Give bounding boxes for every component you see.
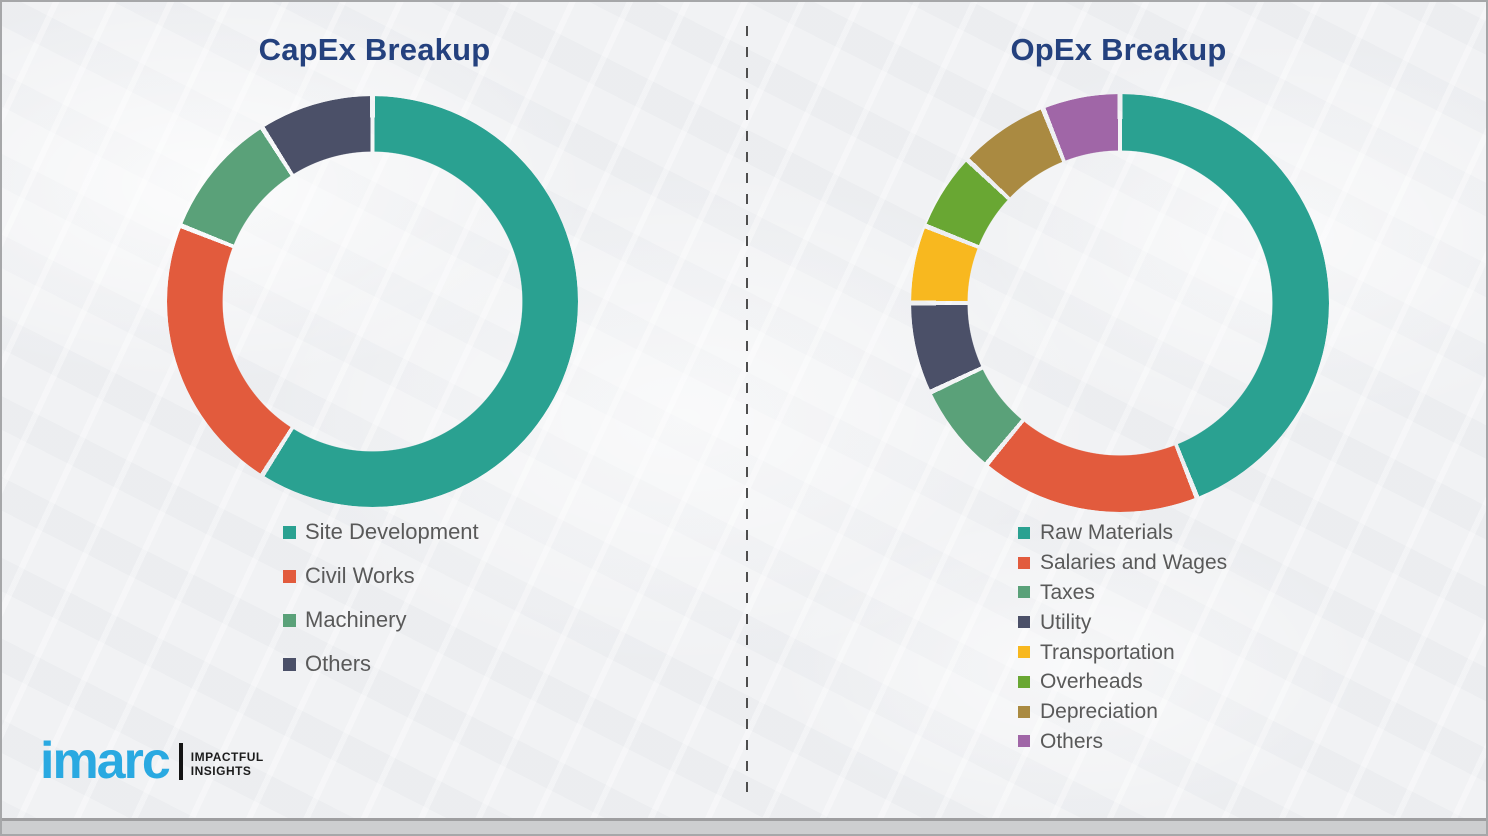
logo-tagline-line2: INSIGHTS <box>190 764 252 779</box>
legend-label: Others <box>1040 729 1104 753</box>
legend-swatch <box>1018 646 1030 659</box>
capex-title: CapEx Breakup <box>258 32 491 67</box>
logo-divider-bar <box>178 742 183 780</box>
legend-swatch <box>1018 705 1030 718</box>
opex-donut-chart <box>911 94 1329 512</box>
legend-swatch <box>283 613 296 627</box>
legend-item: Transportation <box>1018 637 1227 667</box>
legend-swatch <box>1018 586 1030 599</box>
legend-item: Taxes <box>1018 578 1227 608</box>
logo-tagline-line1: IMPACTFUL <box>190 749 264 764</box>
legend-item: Raw Materials <box>1018 518 1227 548</box>
legend-swatch <box>283 657 296 671</box>
legend-swatch <box>1018 526 1030 539</box>
legend-item: Others <box>283 642 479 686</box>
legend-label: Machinery <box>305 607 407 632</box>
legend-item: Civil Works <box>283 554 479 598</box>
legend-item: Site Development <box>283 510 479 554</box>
legend-swatch <box>283 525 296 539</box>
legend-label: Overheads <box>1040 670 1143 694</box>
legend-label: Depreciation <box>1040 700 1158 724</box>
imarc-logo: imarc IMPACTFUL INSIGHTS <box>40 732 264 790</box>
capex-donut-chart <box>167 96 578 507</box>
legend-item: Utility <box>1018 607 1227 637</box>
legend-item: Salaries and Wages <box>1018 548 1227 578</box>
legend-item: Others <box>1018 727 1227 757</box>
logo-tagline: IMPACTFUL INSIGHTS <box>191 750 264 783</box>
legend-swatch <box>1018 675 1030 688</box>
legend-label: Utility <box>1040 610 1092 634</box>
legend-label: Salaries and Wages <box>1040 551 1228 575</box>
legend-label: Others <box>305 651 372 676</box>
legend-swatch <box>1018 735 1030 748</box>
imarc-wordmark: imarc <box>40 732 171 790</box>
bottom-edge-bar <box>2 818 1486 834</box>
opex-title: OpEx Breakup <box>1010 32 1227 67</box>
legend-item: Machinery <box>283 598 479 642</box>
legend-swatch <box>283 569 296 583</box>
capex-legend: Site Development Civil Works Machinery Othe… <box>283 510 479 686</box>
legend-swatch <box>1018 616 1030 629</box>
legend-label: Site Development <box>305 519 479 544</box>
legend-swatch <box>1018 556 1030 569</box>
legend-item: Overheads <box>1018 667 1227 697</box>
legend-item: Depreciation <box>1018 697 1227 727</box>
legend-label: Taxes <box>1040 580 1095 604</box>
legend-label: Raw Materials <box>1040 521 1174 545</box>
panel-divider <box>746 26 748 792</box>
opex-legend: Raw Materials Salaries and Wages Taxes Util… <box>1018 518 1227 756</box>
legend-label: Civil Works <box>305 563 415 588</box>
legend-label: Transportation <box>1040 640 1175 664</box>
